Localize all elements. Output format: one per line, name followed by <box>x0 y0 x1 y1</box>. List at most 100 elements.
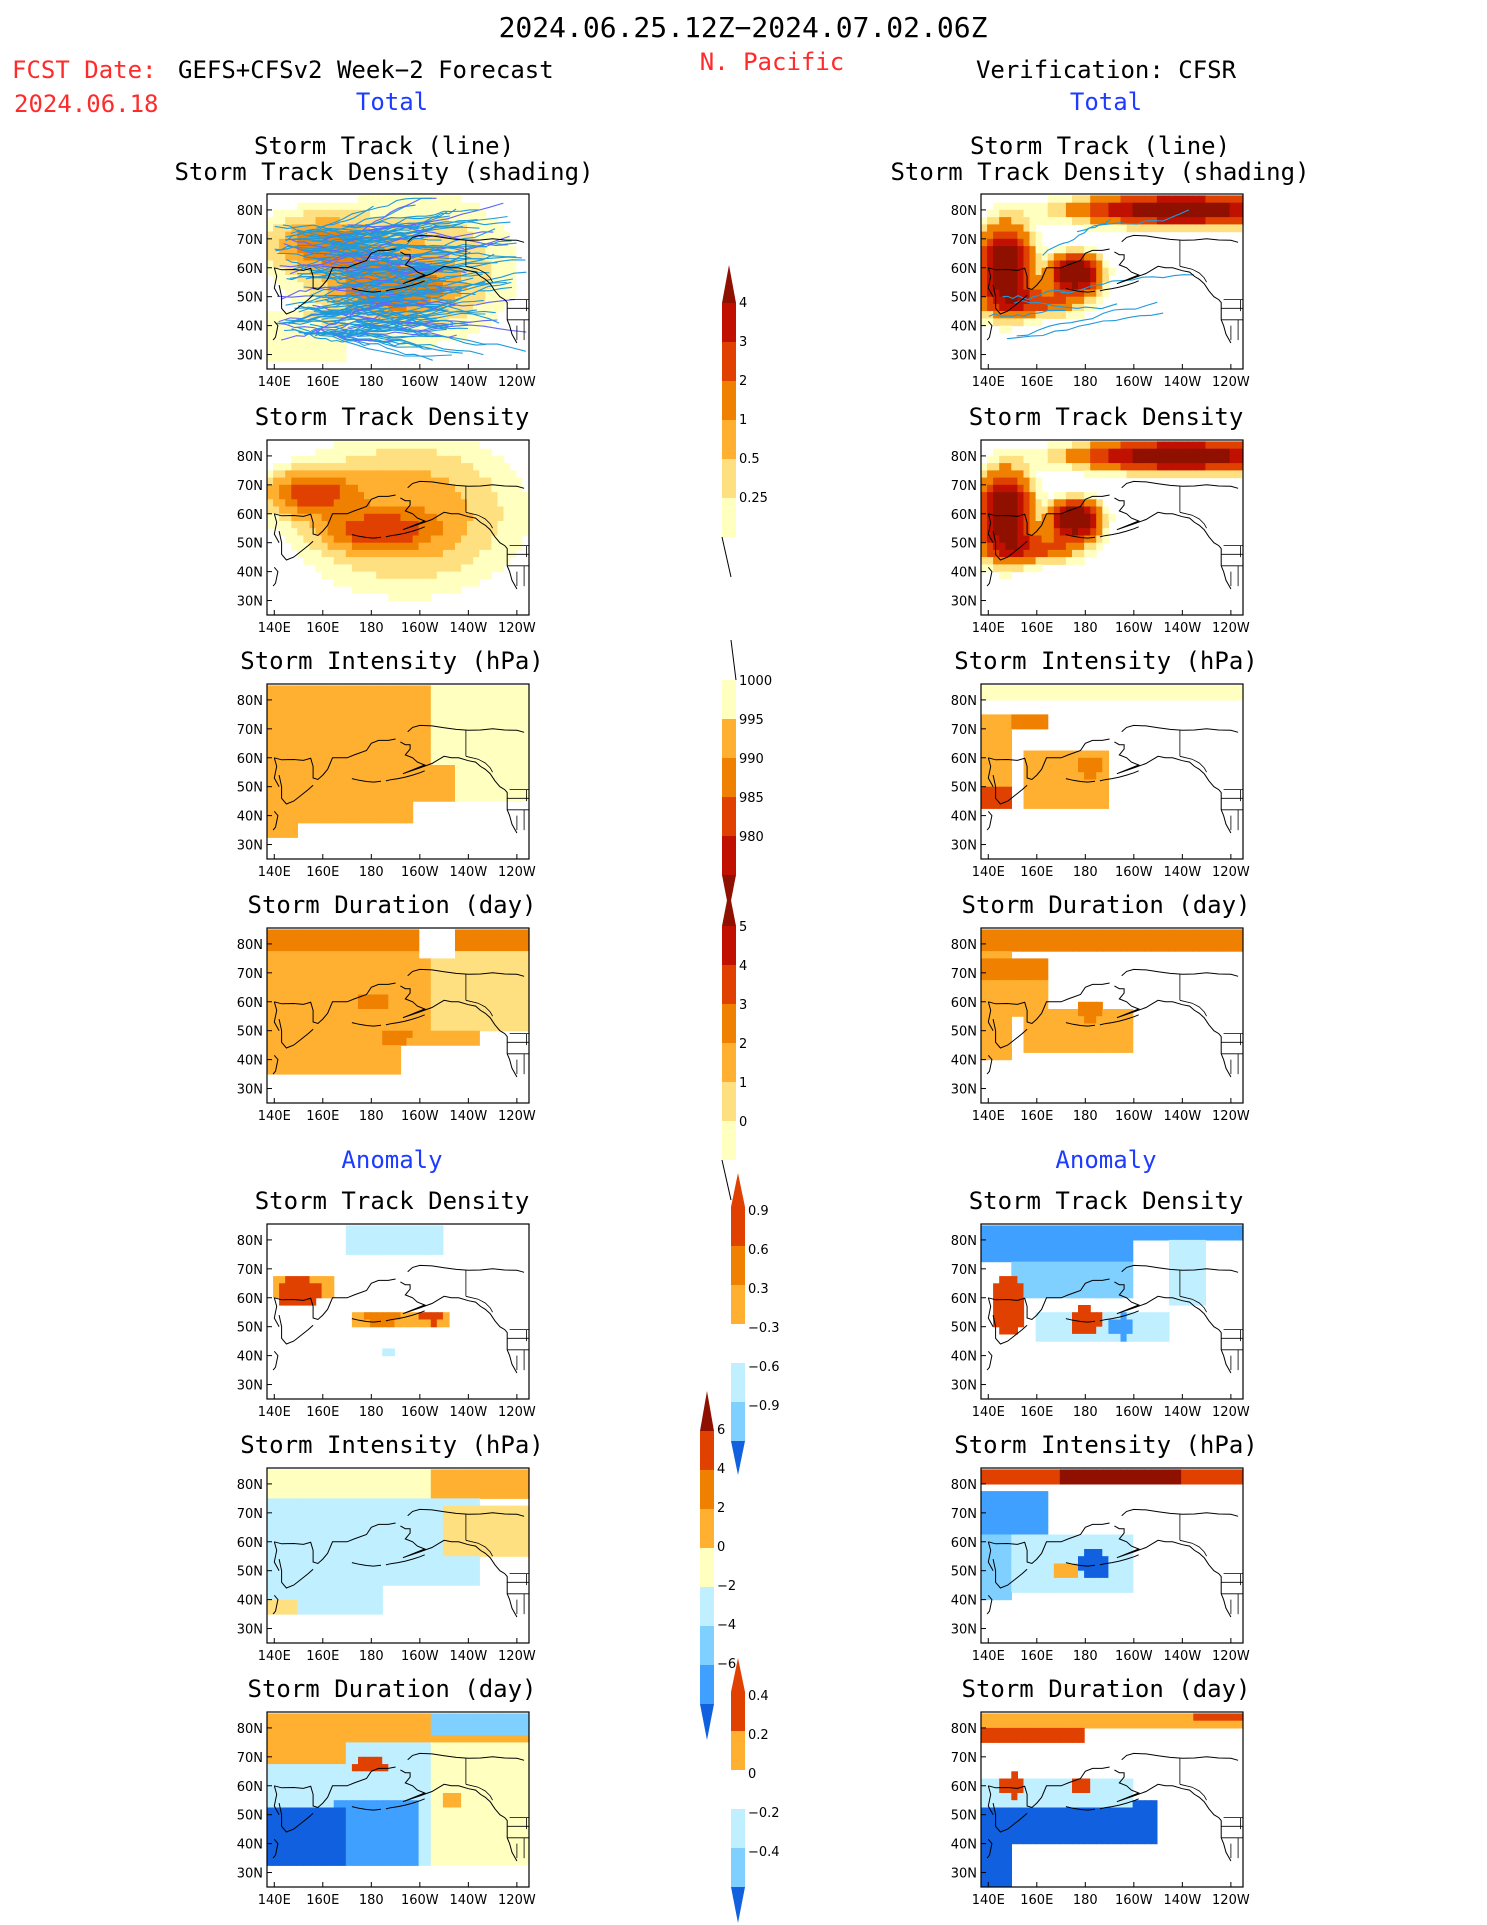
grid-cell <box>1059 506 1067 515</box>
grid-cell <box>364 506 371 515</box>
grid-cell <box>273 1052 280 1061</box>
grid-cell <box>999 311 1006 319</box>
grid-cell <box>333 699 341 708</box>
grid-cell <box>1120 463 1128 471</box>
grid-cell <box>1005 535 1012 544</box>
grid-cell <box>1011 260 1018 269</box>
grid-cell <box>351 275 359 283</box>
grid-cell <box>273 750 280 759</box>
grid-cell <box>430 1023 438 1032</box>
grid-cell <box>406 557 414 565</box>
grid-cell <box>309 455 317 464</box>
grid-cell <box>497 779 505 788</box>
grid-cell <box>400 936 408 945</box>
grid-cell <box>467 296 474 305</box>
grid-cell <box>993 692 1000 701</box>
grid-cell <box>448 448 456 457</box>
grid-cell <box>521 972 529 981</box>
grid-cell <box>303 311 311 319</box>
grid-cell <box>1035 506 1043 515</box>
grid-cell <box>285 209 292 218</box>
grid-cell <box>1229 448 1237 457</box>
grid-cell <box>424 325 432 334</box>
grid-cell <box>1078 1001 1085 1010</box>
grid-cell <box>461 980 468 988</box>
grid-cell <box>1096 779 1103 788</box>
grid-cell <box>388 699 395 708</box>
grid-cell <box>1084 750 1091 759</box>
grid-cell <box>315 943 323 952</box>
grid-cell <box>364 571 371 580</box>
grid-cell <box>993 685 1000 694</box>
grid-cell <box>1011 282 1018 290</box>
grid-cell <box>1041 987 1049 996</box>
grid-cell <box>473 492 480 500</box>
grid-cell <box>430 455 438 464</box>
grid-cell <box>297 1066 304 1075</box>
grid-cell <box>442 1030 450 1039</box>
grid-cell <box>394 815 402 824</box>
grid-cell <box>327 808 335 817</box>
grid-cell <box>1175 685 1182 694</box>
grid-cell <box>455 513 462 522</box>
border-line <box>465 755 493 773</box>
grid-cell <box>1053 275 1061 283</box>
grid-cell <box>1138 448 1146 457</box>
grid-cell <box>358 463 365 471</box>
grid-cell <box>1059 246 1067 254</box>
grid-cell <box>406 1001 414 1010</box>
grid-cell <box>1023 685 1031 694</box>
grid-cell <box>1108 1009 1116 1017</box>
grid-cell <box>436 448 444 457</box>
grid-cell <box>1041 217 1049 225</box>
grid-cell <box>351 217 359 225</box>
grid-cell <box>273 936 280 945</box>
grid-cell <box>1090 692 1097 701</box>
grid-cell <box>1096 296 1103 305</box>
grid-cell <box>436 972 444 981</box>
grid-cell <box>412 951 420 959</box>
grid-cell <box>1156 195 1164 204</box>
lon-tick-label: 160W <box>1115 621 1153 636</box>
grid-cell <box>467 535 474 544</box>
grid-cell <box>376 1001 383 1010</box>
grid-cell <box>461 765 468 773</box>
grid-cell <box>515 951 523 959</box>
grid-cell <box>1217 195 1225 204</box>
grid-cell <box>1035 260 1043 269</box>
grid-cell <box>303 793 311 802</box>
grid-cell <box>1011 564 1018 573</box>
grid-cell <box>400 765 408 773</box>
grid-cell <box>285 743 292 752</box>
grid-cell <box>473 253 480 262</box>
storm-track-line <box>363 257 433 292</box>
grid-cell <box>1017 685 1025 694</box>
grid-cell <box>345 441 353 450</box>
grid-cell <box>442 484 450 493</box>
grid-cell <box>297 521 304 529</box>
grid-cell <box>1205 936 1213 945</box>
grid-cell <box>1084 765 1091 773</box>
grid-cell <box>273 951 280 959</box>
grid-cell <box>376 209 383 218</box>
grid-cell <box>424 441 432 450</box>
grid-cell <box>1114 929 1122 938</box>
grid-cell <box>297 765 304 773</box>
grid-cell <box>1084 936 1091 945</box>
grid-cell <box>297 808 304 817</box>
grid-cell <box>267 822 274 831</box>
grid-cell <box>376 506 383 515</box>
grid-cell <box>358 1001 365 1010</box>
grid-cell <box>497 714 505 723</box>
grid-cell <box>303 994 311 1003</box>
grid-cell <box>1011 296 1018 305</box>
grid-cell <box>479 958 486 967</box>
grid-cell <box>993 513 1000 522</box>
grid-cell <box>999 224 1006 233</box>
grid-cell <box>1035 793 1043 802</box>
grid-cell <box>279 1009 286 1017</box>
grid-cell <box>1193 448 1200 457</box>
grid-cell <box>418 571 426 580</box>
grid-cell <box>388 1030 395 1039</box>
grid-cell <box>424 499 432 508</box>
